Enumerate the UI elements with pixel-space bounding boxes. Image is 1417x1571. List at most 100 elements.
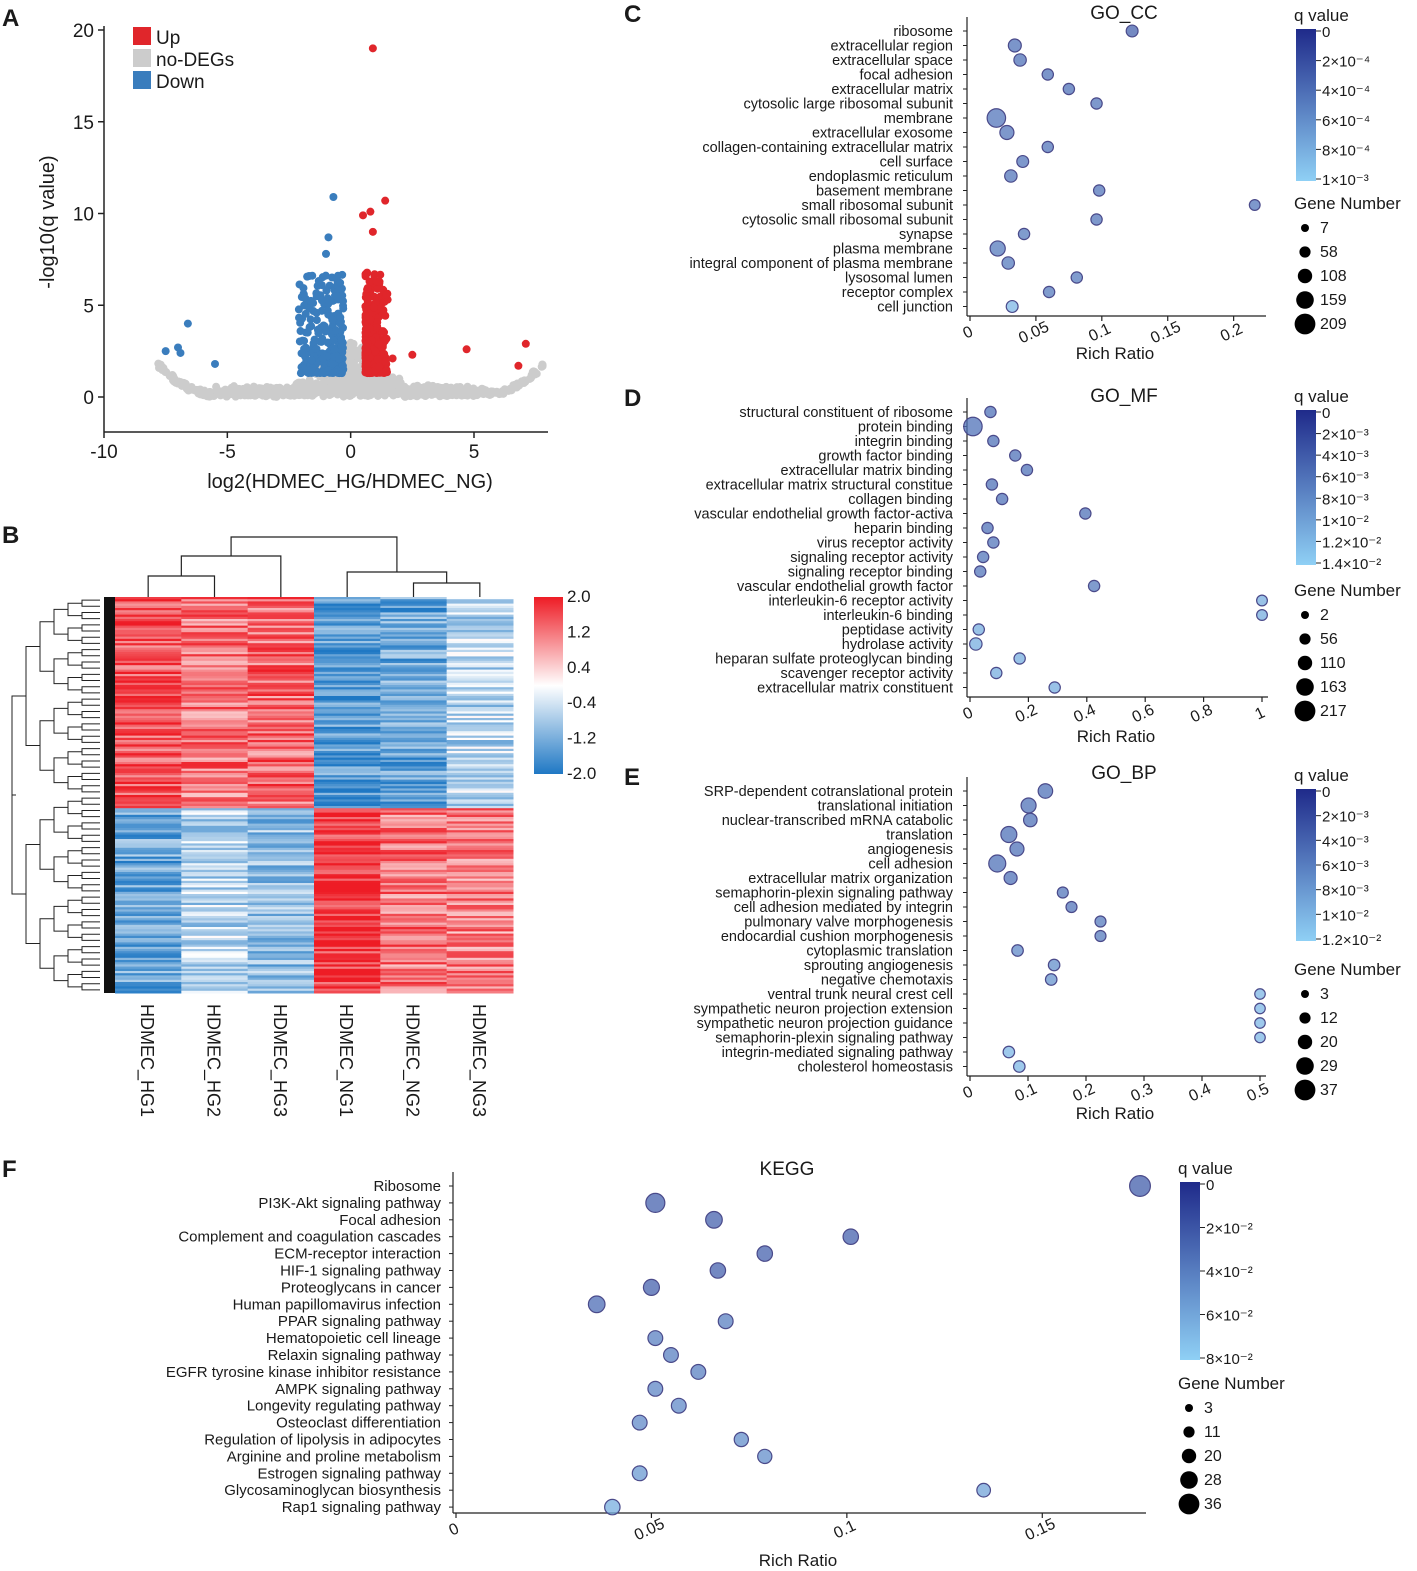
heatmap-cell xyxy=(181,770,249,774)
heatmap-cell xyxy=(446,979,514,983)
heatmap-cell xyxy=(115,817,182,820)
point-nodeg xyxy=(249,383,258,392)
heatmap-cell xyxy=(446,850,514,853)
heatmap-cell xyxy=(446,861,514,864)
x-tick-label: 0.3 xyxy=(1128,1080,1155,1105)
heatmap-cell xyxy=(446,810,514,814)
heatmap-cell xyxy=(380,737,448,741)
bubble xyxy=(1000,825,1018,844)
heatmap-cell xyxy=(115,751,182,754)
heatmap-cell xyxy=(314,764,381,767)
point-nodeg xyxy=(275,383,284,392)
heatmap-cell xyxy=(115,731,182,734)
heatmap-cell xyxy=(247,839,315,842)
heatmap-cell xyxy=(314,726,381,730)
point-nodeg xyxy=(357,376,366,385)
heatmap-cell xyxy=(247,682,315,686)
size-legend-dot xyxy=(1296,291,1314,309)
bubble xyxy=(631,1465,648,1482)
heatmap-cell xyxy=(380,779,448,783)
heatmap-cell xyxy=(446,689,514,693)
heatmap-cell xyxy=(314,784,381,787)
heatmap-cell xyxy=(314,929,381,932)
heatmap-cell xyxy=(446,658,514,662)
heatmap-cell xyxy=(247,773,315,776)
heatmap-cell xyxy=(247,885,315,888)
heatmap-cell xyxy=(380,658,448,662)
panel-label-f: F xyxy=(2,1156,17,1183)
dendrogram-branch xyxy=(67,899,82,914)
bubble xyxy=(757,1448,773,1465)
dendrogram-branch xyxy=(67,973,82,988)
x-tick-label: -10 xyxy=(90,442,117,463)
heatmap-cell xyxy=(380,746,448,750)
point-up xyxy=(369,303,378,312)
size-legend-title: Gene Number xyxy=(1294,960,1401,979)
point-nodeg xyxy=(162,368,171,377)
heatmap-cell xyxy=(380,792,448,796)
heatmap-cell xyxy=(247,946,315,950)
heatmap-cell xyxy=(314,709,381,712)
size-legend-title: Gene Number xyxy=(1178,1374,1285,1393)
heatmap-cell xyxy=(181,971,249,974)
heatmap-cell xyxy=(380,894,448,897)
size-legend-label: 12 xyxy=(1320,1010,1338,1027)
dendrogram-branch xyxy=(39,918,54,969)
heatmap-cell xyxy=(446,766,514,770)
heatmap-cell xyxy=(446,599,514,602)
heatmap-cell xyxy=(314,742,381,745)
heatmap-cell xyxy=(181,900,249,904)
heatmap-cell xyxy=(181,953,249,957)
term-label: collagen-containing extracellular matrix xyxy=(702,140,953,156)
heatmap-cell xyxy=(115,753,182,756)
point-nodeg xyxy=(398,388,407,397)
heatmap-cell xyxy=(181,735,249,739)
heatmap-cell xyxy=(181,779,249,783)
x-tick-label: 0.5 xyxy=(1244,1080,1271,1105)
point-down xyxy=(306,315,315,324)
point-up xyxy=(363,297,372,306)
point-nodeg xyxy=(395,374,404,383)
heatmap-cell xyxy=(380,955,448,959)
heatmap-cell xyxy=(380,707,448,710)
heatmap-cell xyxy=(247,770,315,774)
point-down xyxy=(183,319,192,328)
x-tick-label: 0 xyxy=(446,1520,461,1539)
heatmap-cell xyxy=(181,608,249,611)
heatmap-cell xyxy=(314,632,381,635)
heatmap-cell xyxy=(380,777,448,781)
dendrogram-branch xyxy=(25,646,40,746)
heatmap-cell xyxy=(380,799,448,803)
heatmap-cell xyxy=(115,735,182,739)
heatmap-cell xyxy=(181,696,249,699)
point-down xyxy=(295,313,304,322)
size-legend-dot xyxy=(1181,1448,1197,1464)
heatmap-cell xyxy=(314,693,381,697)
heatmap-cell xyxy=(115,988,182,992)
heatmap-cell xyxy=(115,632,182,635)
heatmap-cell xyxy=(314,663,381,666)
legend-swatch xyxy=(133,49,151,67)
heatmap-cell xyxy=(247,641,315,644)
size-legend-dot xyxy=(1297,655,1313,671)
heatmap-cell xyxy=(181,799,249,803)
term-label: EGFR tyrosine kinase inhibitor resistanc… xyxy=(166,1364,441,1381)
heatmap-cell xyxy=(247,795,315,798)
heatmap-cell xyxy=(247,887,315,891)
point-nodeg xyxy=(416,385,425,394)
heatmap-cell xyxy=(181,883,249,886)
bubble xyxy=(1256,609,1268,621)
term-label: PI3K-Akt signaling pathway xyxy=(258,1195,441,1212)
heatmap-cell xyxy=(181,949,249,952)
bubble xyxy=(1128,1174,1151,1197)
heatmap-cell xyxy=(115,713,182,717)
point-nodeg xyxy=(345,380,352,387)
bubble xyxy=(987,536,1000,549)
heatmap-cell xyxy=(314,678,381,682)
chart-title: GO_CC xyxy=(1090,3,1158,24)
heatmap-cell xyxy=(314,830,381,833)
heatmap-cell xyxy=(380,889,448,893)
heatmap-cell xyxy=(115,601,182,605)
heatmap-cell xyxy=(115,605,182,609)
heatmap-cell xyxy=(314,812,381,816)
